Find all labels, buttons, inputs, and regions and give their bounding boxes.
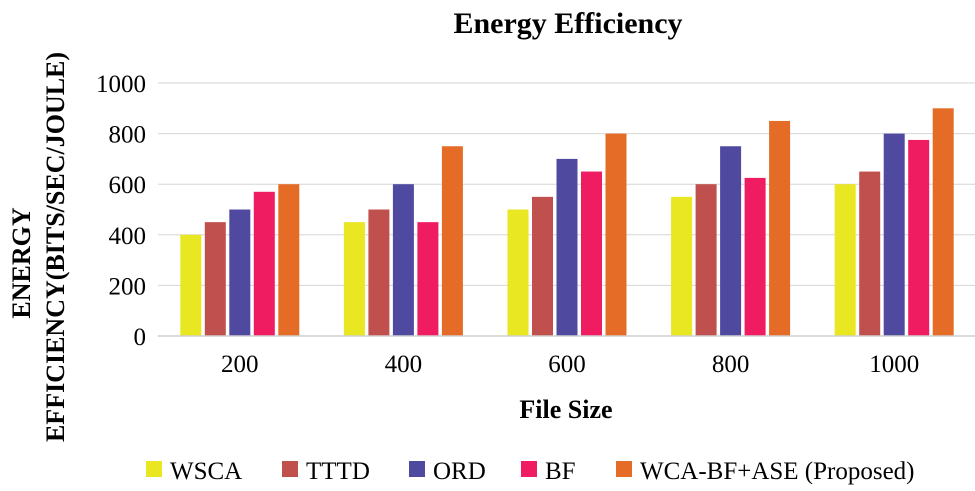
chart-title: Energy Efficiency [453,7,682,40]
y-tick-label: 800 [109,122,147,149]
x-tick-label: 400 [385,351,423,378]
bar-wsca-400 [343,222,365,336]
bar-wca-bf-ase-proposed--600 [605,133,627,336]
legend-swatch [521,461,537,477]
legend-swatch [282,461,298,477]
legend-label: BF [545,458,576,485]
bar-ord-400 [392,184,414,336]
y-axis-title-line2: EFFICIENCY(BITS/SEC/JOULE) [41,52,70,442]
y-tick-label: 1000 [96,71,146,98]
legend-swatch [409,461,425,477]
legend-swatch [616,461,632,477]
bar-ord-600 [556,158,578,336]
bar-wca-bf-ase-proposed--1000 [932,108,954,336]
bar-bf-600 [581,171,602,336]
bar-wsca-200 [180,234,202,336]
x-tick-label: 600 [548,351,586,378]
legend-label: ORD [433,458,486,485]
x-tick-label: 800 [712,351,750,378]
bar-tttd-800 [695,184,717,336]
x-tick-label: 200 [221,351,259,378]
bar-series [180,108,954,336]
x-axis-title: File Size [519,395,612,424]
bar-bf-200 [253,191,275,336]
y-axis-ticks: 0 200 400 600 800 1000 [96,71,146,351]
legend-label: WSCA [170,458,242,485]
bar-wca-bf-ase-proposed--800 [769,120,791,336]
y-tick-label: 0 [134,324,147,351]
bar-wsca-800 [671,196,693,336]
bar-tttd-200 [204,222,226,336]
y-tick-label: 400 [109,223,147,250]
bar-bf-400 [417,222,439,336]
legend-label: TTTD [306,458,370,485]
legend-label: WCA-BF+ASE (Proposed) [640,458,915,485]
legend-swatch [146,461,162,477]
bar-tttd-1000 [859,171,881,336]
y-tick-label: 200 [109,273,147,300]
bar-tttd-400 [368,209,390,336]
bar-wsca-1000 [834,184,856,336]
bar-tttd-600 [532,196,553,336]
bar-wsca-600 [507,209,529,336]
bar-ord-200 [229,209,251,336]
bar-ord-800 [720,146,742,336]
bar-wca-bf-ase-proposed--400 [441,146,463,336]
bar-wca-bf-ase-proposed--200 [278,184,300,336]
bar-bf-800 [744,177,766,336]
x-axis-ticks: 200 400 600 800 1000 [221,351,919,378]
bar-ord-1000 [883,133,905,336]
y-axis-title-line1: ENERGY [7,207,36,318]
bar-bf-1000 [908,139,930,336]
x-tick-label: 1000 [869,351,919,378]
legend: WSCA TTTD ORD BF WCA-BF+ASE (Proposed) [146,458,915,485]
y-tick-label: 600 [109,172,147,199]
